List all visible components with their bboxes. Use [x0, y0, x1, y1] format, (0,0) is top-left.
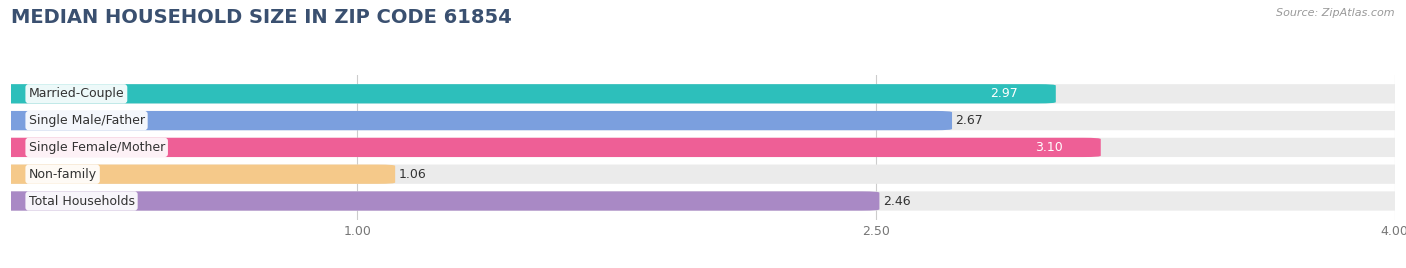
FancyBboxPatch shape: [0, 84, 1056, 103]
Text: Single Female/Mother: Single Female/Mother: [28, 141, 165, 154]
FancyBboxPatch shape: [0, 165, 395, 184]
FancyBboxPatch shape: [0, 165, 1406, 184]
FancyBboxPatch shape: [0, 191, 1406, 211]
Text: 3.10: 3.10: [1035, 141, 1063, 154]
FancyBboxPatch shape: [0, 111, 952, 130]
Text: MEDIAN HOUSEHOLD SIZE IN ZIP CODE 61854: MEDIAN HOUSEHOLD SIZE IN ZIP CODE 61854: [11, 8, 512, 27]
Text: 2.46: 2.46: [883, 195, 911, 207]
Text: Married-Couple: Married-Couple: [28, 87, 124, 100]
FancyBboxPatch shape: [0, 191, 879, 211]
Text: 2.67: 2.67: [956, 114, 983, 127]
FancyBboxPatch shape: [0, 138, 1101, 157]
Text: Single Male/Father: Single Male/Father: [28, 114, 145, 127]
FancyBboxPatch shape: [0, 138, 1406, 157]
FancyBboxPatch shape: [0, 111, 1406, 130]
Text: Source: ZipAtlas.com: Source: ZipAtlas.com: [1277, 8, 1395, 18]
Text: Non-family: Non-family: [28, 168, 97, 181]
FancyBboxPatch shape: [0, 84, 1406, 103]
Text: 2.97: 2.97: [990, 87, 1018, 100]
Text: 1.06: 1.06: [399, 168, 426, 181]
Text: Total Households: Total Households: [28, 195, 135, 207]
